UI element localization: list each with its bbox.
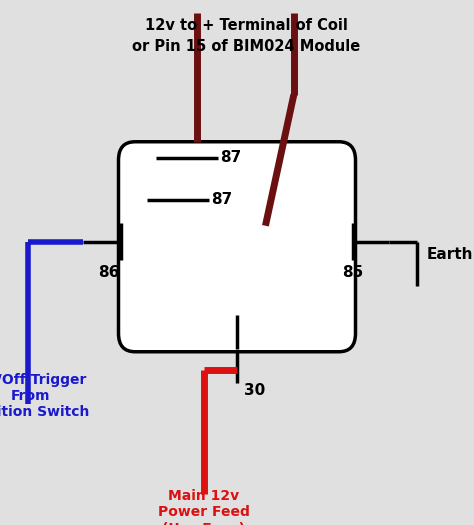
Text: 12v to + Terminal of Coil: 12v to + Terminal of Coil	[145, 18, 348, 34]
Text: Main 12v
Power Feed
(Use Fuse): Main 12v Power Feed (Use Fuse)	[158, 489, 250, 525]
Text: 86: 86	[98, 265, 120, 280]
Text: or Pin 15 of BIM024 Module: or Pin 15 of BIM024 Module	[132, 39, 361, 55]
Text: 87: 87	[220, 150, 242, 165]
Text: 87: 87	[211, 192, 232, 207]
Text: 30: 30	[244, 383, 265, 398]
Text: 85: 85	[343, 265, 364, 280]
Text: On/Off Trigger
From
Ignition Switch: On/Off Trigger From Ignition Switch	[0, 373, 90, 419]
Text: Earth: Earth	[427, 247, 473, 262]
FancyBboxPatch shape	[118, 142, 356, 352]
